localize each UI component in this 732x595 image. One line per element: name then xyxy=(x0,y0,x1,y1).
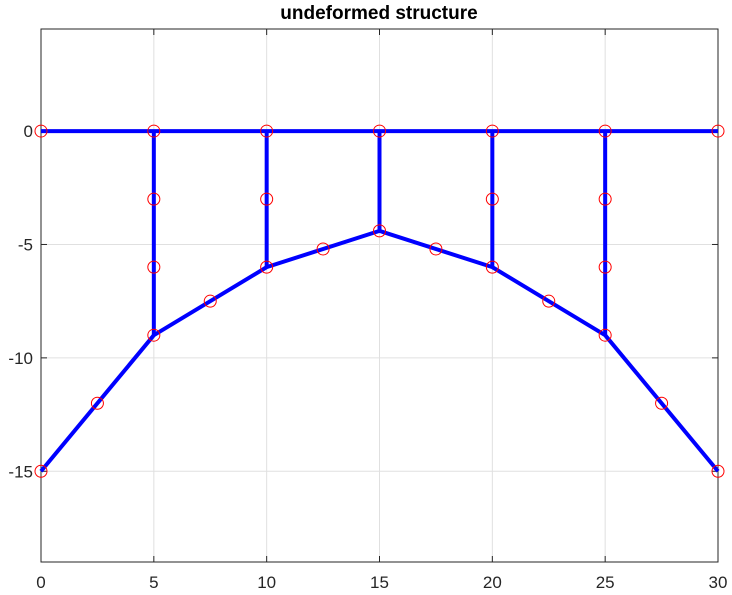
structure-nodes xyxy=(34,124,725,478)
x-tick-label: 0 xyxy=(36,573,45,592)
node-marker xyxy=(90,396,104,410)
node-marker xyxy=(598,124,612,138)
node-marker xyxy=(598,192,612,206)
node-marker xyxy=(147,192,161,206)
x-tick-label: 5 xyxy=(149,573,158,592)
y-tick-label: -5 xyxy=(18,235,33,254)
node-marker xyxy=(203,294,217,308)
x-tick-label: 10 xyxy=(257,573,276,592)
x-tick-label: 15 xyxy=(370,573,389,592)
node-marker xyxy=(260,124,274,138)
node-marker xyxy=(655,396,669,410)
node-marker xyxy=(147,260,161,274)
node-marker xyxy=(598,260,612,274)
grid xyxy=(40,29,719,562)
node-marker xyxy=(147,124,161,138)
x-tick-label: 30 xyxy=(709,573,728,592)
x-tick-label: 25 xyxy=(596,573,615,592)
node-marker xyxy=(34,124,48,138)
x-tick-label: 20 xyxy=(483,573,502,592)
node-marker xyxy=(598,328,612,342)
axis-ticks xyxy=(40,29,719,562)
node-marker xyxy=(373,124,386,138)
node-marker xyxy=(711,464,725,478)
node-marker xyxy=(316,242,330,256)
y-tick-label: 0 xyxy=(24,122,33,141)
node-marker xyxy=(147,328,161,342)
y-tick-label: -15 xyxy=(8,462,33,481)
node-marker xyxy=(542,294,556,308)
node-marker xyxy=(485,260,499,274)
node-marker xyxy=(711,124,725,138)
chart-title: undeformed structure xyxy=(280,3,477,24)
structure-members xyxy=(39,129,720,473)
node-marker xyxy=(260,192,274,206)
node-marker xyxy=(429,242,443,256)
node-marker xyxy=(34,464,48,478)
node-marker xyxy=(260,260,274,274)
node-marker xyxy=(485,192,499,206)
tick-labels: 0 5 10 15 20 25 30 0 -5 -10 -15 xyxy=(8,122,727,592)
node-marker xyxy=(373,224,386,238)
node-marker xyxy=(485,124,499,138)
y-tick-label: -10 xyxy=(8,349,33,368)
